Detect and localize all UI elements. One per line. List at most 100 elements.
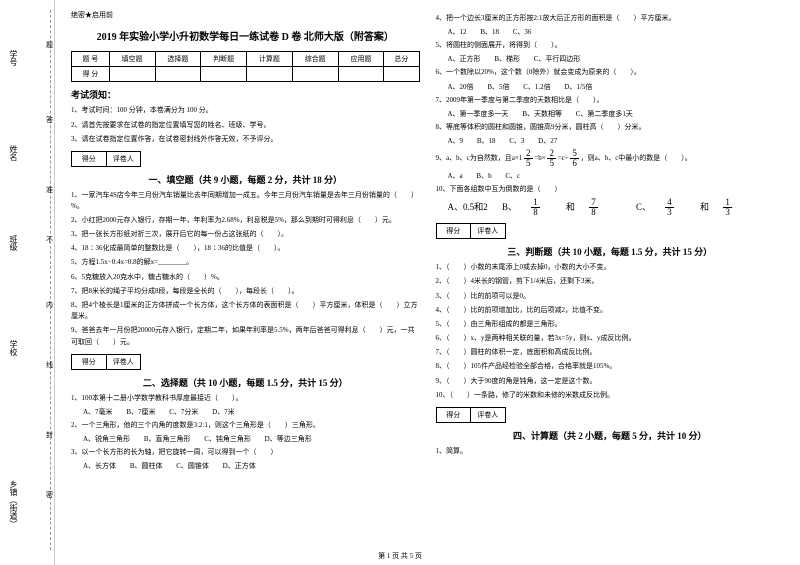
opt: C、第二季度多1天 <box>576 110 633 118</box>
opt: D、7米 <box>212 408 235 416</box>
question: 3、把一张长方形纸对折三次，展开后它的每一份占这张纸的（ ）。 <box>71 229 420 240</box>
opt: B、b <box>476 172 491 180</box>
opt: B、直角三角形 <box>144 435 191 443</box>
opt-b: B、 18 和 78 <box>502 202 624 212</box>
question: 4、把一个边长3厘米的正方形按2:1放大后正方形的面积是（ ）平方厘米。 <box>436 13 785 24</box>
seal-char: 准 <box>46 185 53 195</box>
td: 得 分 <box>72 67 110 82</box>
question: 2、小红把2000元存入银行，存期一年，年利率为2.68%，利息税是5%，那么到… <box>71 215 420 226</box>
opt: C、1.2倍 <box>523 83 550 91</box>
question: 1、一家汽车4S店今年三月份汽车销量比去年同期增加一成五。今年三月份汽车销量是去… <box>71 190 420 212</box>
td <box>338 67 384 82</box>
opt: C、36 <box>513 28 532 36</box>
opt: D、1/5倍 <box>564 83 592 91</box>
options: A、长方体 B、圆柱体 C、圆锥体 D、正方体 <box>83 461 420 471</box>
question: 3、（ ）比的前项可以是0。 <box>436 291 785 302</box>
question: 8、把4个棱长是1厘米的正方体拼成一个长方体，这个长方体的表面积是（ ）平方厘米… <box>71 300 420 322</box>
notice-item: 3、请在试卷指定位置作答，在试卷密封线外作答无效，不予评分。 <box>71 134 420 145</box>
section2-title: 二、选择题（共 10 小题，每题 1.5 分，共计 15 分） <box>71 376 420 389</box>
section-score-box: 得分 评卷人 <box>436 223 506 239</box>
question: 8、等底等体积的圆柱和圆锥，圆锥高9分米，圆柱高（ ）分米。 <box>436 122 785 133</box>
th: 选择题 <box>155 52 201 67</box>
fraction: 25 <box>547 149 556 168</box>
opt: C、7分米 <box>169 408 198 416</box>
options: A、12 B、18 C、36 <box>448 27 785 37</box>
opt-a: A、0.5和2 <box>448 202 488 212</box>
question: 6、（ ）x、y是两种相关联的量，若3x=5y，则x、y成反比例。 <box>436 333 785 344</box>
opt: A、12 <box>448 28 467 36</box>
td <box>109 67 155 82</box>
opt: A、第一季度多一天 <box>448 110 509 118</box>
opt: A、正方形 <box>448 55 481 63</box>
th: 填空题 <box>109 52 155 67</box>
opt: A、a <box>448 172 463 180</box>
fraction: 56 <box>570 149 579 168</box>
opt: B、18 <box>480 28 499 36</box>
table-row: 得 分 <box>72 67 420 82</box>
seal-char: 线 <box>46 360 53 370</box>
exam-title: 2019 年实验小学小升初数学每日一练试卷 D 卷 北师大版（附答案） <box>71 28 420 43</box>
options: A、a B、b C、c <box>448 171 785 181</box>
question: 6、一个数除以20%，这个数（0除外）就会变成为原来的（ ）。 <box>436 67 785 78</box>
question: 6、5克糖放入20克水中，糖占糖水的（ ）%。 <box>71 272 420 283</box>
question: 10、（ ）一条路，修了的米数和未修的米数成反比例。 <box>436 390 785 401</box>
side-label-town: 乡镇（街道） <box>8 480 19 528</box>
score-label: 得分 <box>437 224 472 238</box>
options: A、第一季度多一天 B、天数相等 C、第二季度多1天 <box>448 109 785 119</box>
th: 应用题 <box>338 52 384 67</box>
opt: A、锐角三角形 <box>83 435 130 443</box>
question: 4、18∶36化成最简单的整数比是（ ），18∶36的比值是（ ）。 <box>71 243 420 254</box>
q9-mid2: =c÷ <box>558 154 569 162</box>
options: A、锐角三角形 B、直角三角形 C、钝角三角形 D、等边三角形 <box>83 434 420 444</box>
confidential-label: 绝密★启用前 <box>71 10 420 20</box>
options: A、20倍 B、5倍 C、1.2倍 D、1/5倍 <box>448 82 785 92</box>
td <box>384 67 419 82</box>
fraction: 78 <box>589 198 610 217</box>
score-label: 得分 <box>72 355 107 369</box>
opt: A、9 <box>448 137 464 145</box>
opt: C、3 <box>509 137 524 145</box>
score-label: 得分 <box>72 152 107 166</box>
section-score-box: 得分 评卷人 <box>71 151 141 167</box>
section1-title: 一、填空题（共 9 小题，每题 2 分，共计 18 分） <box>71 173 420 186</box>
opt: D、正方体 <box>223 462 256 470</box>
question: 1、（ ）小数的末尾添上0或去掉0，小数的大小不变。 <box>436 262 785 273</box>
opt: A、长方体 <box>83 462 116 470</box>
score-label: 得分 <box>437 408 472 422</box>
opt: C、圆锥体 <box>176 462 209 470</box>
opt: B、7厘米 <box>126 408 155 416</box>
question: 9、（ ）大于90度的角是钝角，这一定是这个数。 <box>436 376 785 387</box>
notice-title: 考试须知： <box>71 88 420 101</box>
question: 5、（ ）由三角形组成的都是三角形。 <box>436 319 785 330</box>
th: 题 号 <box>72 52 110 67</box>
fraction: 25 <box>524 149 533 168</box>
question: 5、将圆柱的侧面展开，将得到（ ）。 <box>436 40 785 51</box>
opt: C、钝角三角形 <box>204 435 251 443</box>
question: 8、（ ）105件产品经检验全部合格，合格率就是105%。 <box>436 361 785 372</box>
seal-char: 题 <box>46 40 53 50</box>
grader-label: 评卷人 <box>471 408 505 422</box>
side-label-class: 班级 <box>8 235 19 251</box>
fraction: 18 <box>531 198 552 217</box>
th: 总分 <box>384 52 419 67</box>
th: 计算题 <box>247 52 293 67</box>
question: 7、把8米长的绳子平均分成8段，每段是全长的（ ），每段长（ ）。 <box>71 286 420 297</box>
seal-char: 答 <box>46 115 53 125</box>
side-label-school: 学校 <box>8 340 19 356</box>
section-score-box: 得分 评卷人 <box>436 407 506 423</box>
options: A、0.5和2 B、 18 和 78 C、 43 和 13 <box>448 198 785 217</box>
seal-char: 不 <box>46 235 53 245</box>
question-9: 9、a、b、c为自然数，且a×1 25 =b× 25 =c÷ 56 ，则a、b、… <box>436 149 785 168</box>
grader-label: 评卷人 <box>107 355 141 369</box>
fraction: 43 <box>665 198 686 217</box>
question: 7、2009年第一季度与第二季度的天数相比是（ ）。 <box>436 95 785 106</box>
question: 4、（ ）比的前项增加比，比的后项减2，比值不变。 <box>436 305 785 316</box>
opt: A、20倍 <box>448 83 474 91</box>
options: A、正方形 B、梯形 C、平行四边形 <box>448 54 785 64</box>
score-table: 题 号 填空题 选择题 判断题 计算题 综合题 应用题 总分 得 分 <box>71 51 420 82</box>
question: 1、100本第十二册小学数学教科书厚度最接近（ ）。 <box>71 393 420 404</box>
fraction: 13 <box>723 198 744 217</box>
question: 7、（ ）圆柱的体积一定，底面积和高成反比例。 <box>436 347 785 358</box>
seal-dash-line <box>50 10 51 550</box>
td <box>247 67 293 82</box>
